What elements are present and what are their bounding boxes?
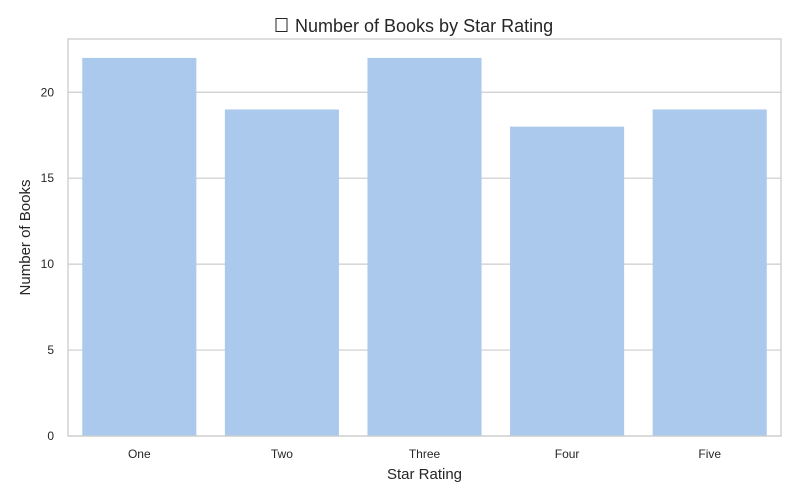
bar-three [367,57,482,437]
missing-glyph-icon [275,18,288,32]
x-tick-label: One [128,447,151,461]
bar-two [224,109,339,437]
x-tick-label: Three [409,447,441,461]
y-axis-ticks: 0 5 10 15 20 [41,85,55,443]
x-axis-ticks: One Two Three Four Five [128,447,721,461]
x-tick-label: Two [271,447,293,461]
bar-one [82,57,197,437]
y-axis-label: Number of Books [17,180,34,296]
bar-four [510,126,625,436]
y-tick-label: 0 [47,429,54,443]
bar-five [652,109,767,437]
y-tick-label: 20 [41,85,55,99]
x-axis-label: Star Rating [387,466,462,483]
x-tick-label: Four [555,447,580,461]
chart-title: Number of Books by Star Rating [275,16,553,36]
plot-frame [67,38,782,437]
y-tick-label: 5 [47,343,54,357]
y-tick-label: 10 [41,257,55,271]
chart-title-text: Number of Books by Star Rating [295,16,553,36]
x-tick-label: Five [698,447,721,461]
bars [82,57,767,437]
y-tick-label: 15 [41,171,55,185]
